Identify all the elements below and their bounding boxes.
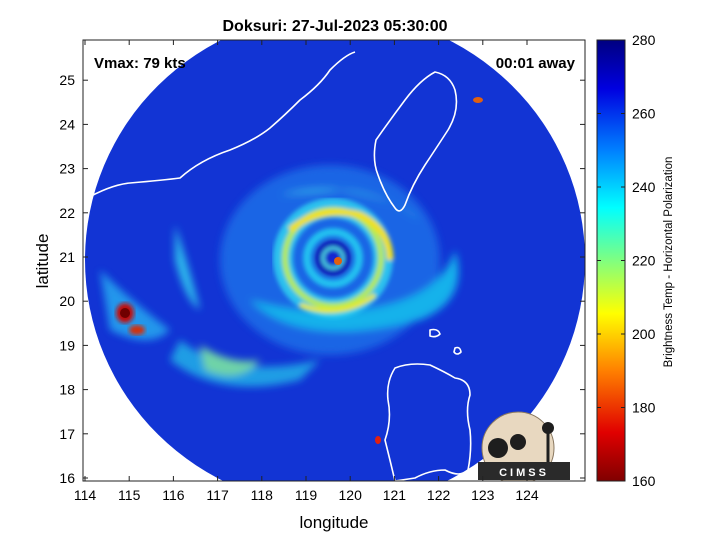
y-tick-label: 18 xyxy=(59,382,75,398)
y-tick-label: 21 xyxy=(59,249,75,265)
x-tick-label: 115 xyxy=(118,487,141,503)
cimss-logo-text: CIMSS xyxy=(499,467,549,479)
y-tick-label: 22 xyxy=(59,205,75,221)
cimss-logo: CIMSS xyxy=(478,411,570,481)
x-tick-label: 117 xyxy=(206,487,229,503)
y-axis-label: latitude xyxy=(33,234,52,289)
x-tick-label: 122 xyxy=(427,487,451,503)
y-tick-label: 23 xyxy=(59,161,75,177)
y-tick-label: 16 xyxy=(59,470,75,486)
x-tick-label: 121 xyxy=(383,487,407,503)
time-away-label: 00:01 away xyxy=(496,55,576,72)
colorbar-tick-label: 180 xyxy=(632,400,656,416)
colorbar-tick-label: 260 xyxy=(632,106,656,122)
coastlines xyxy=(83,51,573,481)
y-tick-label: 19 xyxy=(59,337,75,353)
x-tick-label: 124 xyxy=(515,487,539,503)
chart-title: Doksuri: 27-Jul-2023 05:30:00 xyxy=(223,18,448,35)
y-tick-label: 17 xyxy=(59,426,75,442)
x-tick-label: 114 xyxy=(74,487,97,503)
x-axis-label: longitude xyxy=(299,513,368,532)
colorbar: 160 180 200 220 240 260 280 Brightness Temp - … xyxy=(596,32,675,489)
colorbar-tick-label: 280 xyxy=(632,32,656,48)
x-tick-label: 120 xyxy=(339,487,363,503)
x-tick-label: 116 xyxy=(162,487,185,503)
colorbar-label: Brightness Temp - Horizontal Polarizatio… xyxy=(663,157,675,368)
x-tick-label: 123 xyxy=(471,487,495,503)
colorbar-tick-label: 220 xyxy=(632,253,656,269)
colorbar-tick-label: 200 xyxy=(632,326,656,342)
convection-cells xyxy=(116,97,483,444)
x-tick-label: 118 xyxy=(251,487,274,503)
colorbar-tick-label: 240 xyxy=(632,179,656,195)
x-ticks: 114 115 116 117 118 119 120 121 122 123 124 xyxy=(74,40,539,503)
y-tick-label: 24 xyxy=(59,116,75,132)
y-ticks: 16 17 18 19 20 21 22 23 24 25 xyxy=(59,72,585,486)
axes-frame xyxy=(82,39,586,482)
x-tick-label: 119 xyxy=(295,487,318,503)
y-tick-label: 20 xyxy=(59,293,75,309)
colorbar-ticks: 160 180 200 220 240 260 280 xyxy=(597,32,656,489)
brightness-swath xyxy=(85,40,585,481)
vmax-label: Vmax: 79 kts xyxy=(94,55,186,72)
y-tick-label: 25 xyxy=(59,72,75,88)
colorbar-tick-label: 160 xyxy=(632,473,656,489)
map-area: CIMSS Vmax: 79 kts 00:01 away xyxy=(83,40,585,481)
